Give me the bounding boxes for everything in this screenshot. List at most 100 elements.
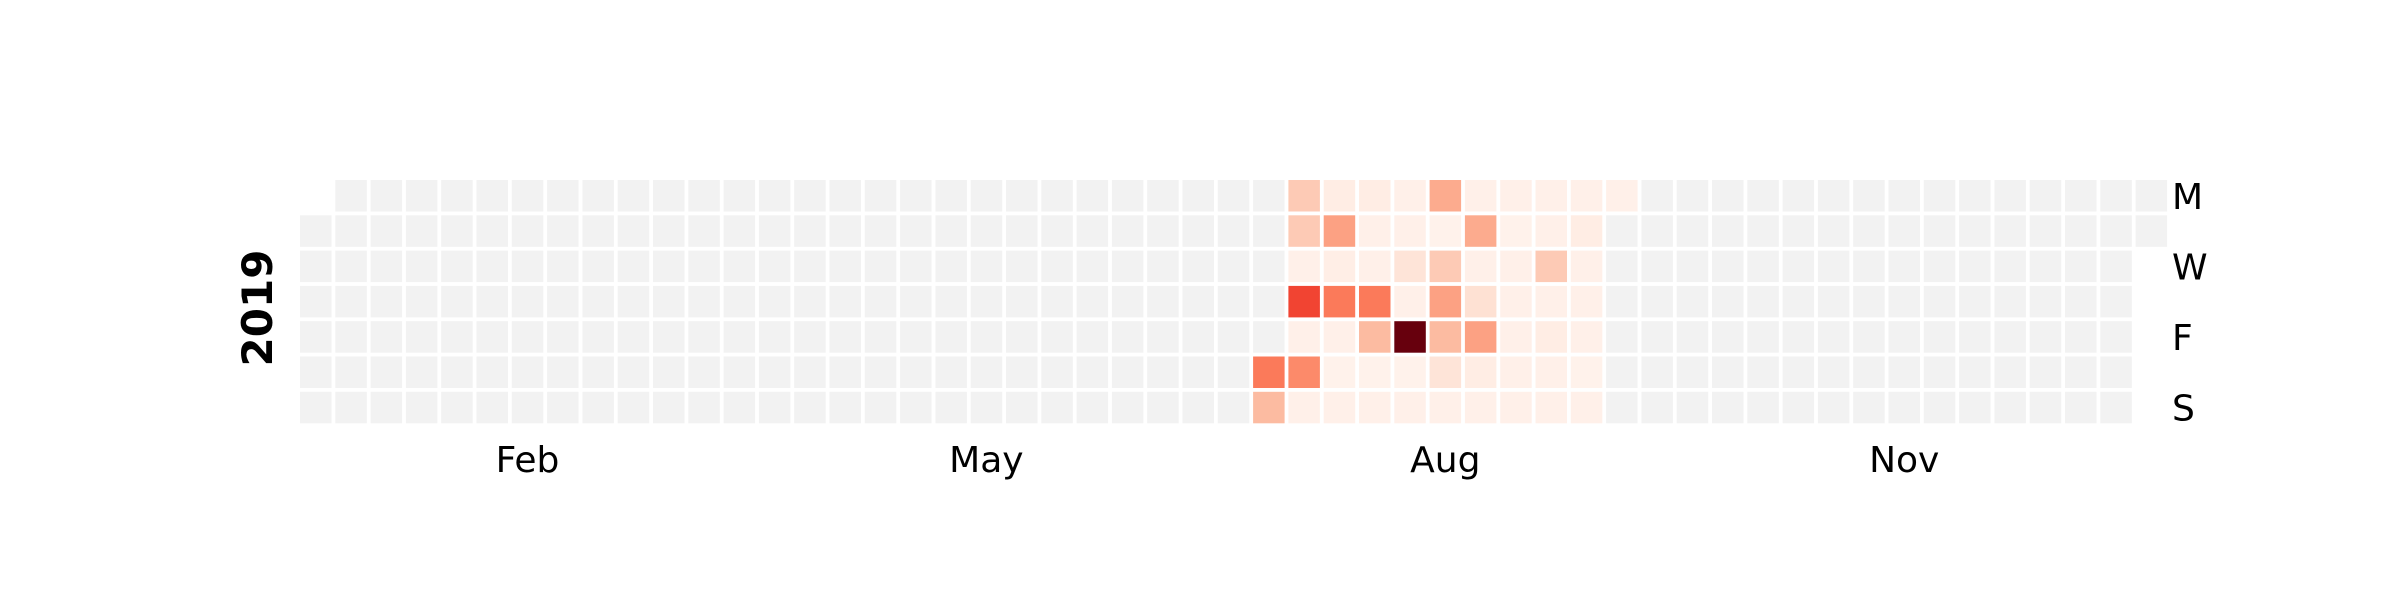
year-label: 2019 xyxy=(233,250,282,367)
heatmap-cell xyxy=(511,215,544,247)
heatmap-cell xyxy=(1535,180,1567,212)
heatmap-cell xyxy=(1923,250,1956,283)
heatmap-cell xyxy=(335,321,367,353)
heatmap-cell xyxy=(2100,356,2132,388)
heatmap-cell xyxy=(1570,391,1603,424)
heatmap-cell xyxy=(829,356,861,388)
heatmap-cell xyxy=(1253,391,1285,424)
heatmap-cell xyxy=(582,285,614,318)
heatmap-cell xyxy=(1041,180,1073,212)
heatmap-cell xyxy=(1676,356,1709,388)
heatmap-cell xyxy=(1853,321,1885,353)
heatmap-cell xyxy=(617,285,650,318)
heatmap-cell xyxy=(582,250,614,283)
heatmap-cell xyxy=(617,356,650,388)
heatmap-cell xyxy=(970,391,1003,424)
heatmap-cell xyxy=(1747,250,1779,283)
heatmap-cell xyxy=(511,250,544,283)
heatmap-cell xyxy=(335,285,367,318)
heatmap-cell xyxy=(1394,391,1426,424)
heatmap-cell xyxy=(1923,180,1956,212)
heatmap-cell xyxy=(1253,215,1285,247)
heatmap-cell xyxy=(829,215,861,247)
heatmap-cell xyxy=(935,321,967,353)
heatmap-cell xyxy=(900,391,932,424)
heatmap-cell xyxy=(1747,356,1779,388)
heatmap-cell xyxy=(1006,391,1038,424)
heatmap-cell xyxy=(864,285,897,318)
heatmap-cell xyxy=(1464,215,1497,247)
heatmap-cell xyxy=(1288,321,1320,353)
heatmap-cell xyxy=(1606,285,1638,318)
heatmap-cell xyxy=(1641,250,1673,283)
heatmap-cell xyxy=(405,356,438,388)
heatmap-cell xyxy=(582,180,614,212)
heatmap-cell xyxy=(1959,180,1991,212)
heatmap-cell xyxy=(723,321,756,353)
heatmap-cell xyxy=(370,180,403,212)
heatmap-cell xyxy=(370,391,403,424)
heatmap-cell xyxy=(2135,215,2168,247)
heatmap-cell xyxy=(1147,285,1179,318)
heatmap-cell xyxy=(688,356,720,388)
heatmap-cell xyxy=(1817,250,1850,283)
heatmap-cell xyxy=(1288,285,1320,318)
heatmap-cell xyxy=(829,250,861,283)
heatmap-cell xyxy=(970,180,1003,212)
heatmap-cell xyxy=(1782,391,1815,424)
heatmap-cell xyxy=(1041,215,1073,247)
heatmap-cell xyxy=(1535,215,1567,247)
heatmap-cell xyxy=(758,215,791,247)
heatmap-cell xyxy=(1641,285,1673,318)
heatmap-cell xyxy=(758,356,791,388)
heatmap-cell xyxy=(2029,321,2062,353)
weekday-label: F xyxy=(2172,318,2193,359)
heatmap-cell xyxy=(2100,285,2132,318)
heatmap-cell xyxy=(1429,250,1462,283)
heatmap-cell xyxy=(723,215,756,247)
weekday-label: M xyxy=(2172,177,2203,218)
heatmap-cell xyxy=(476,391,508,424)
heatmap-cell xyxy=(300,321,332,353)
heatmap-cell xyxy=(2065,250,2097,283)
heatmap-cell xyxy=(1923,321,1956,353)
heatmap-cell xyxy=(1111,250,1144,283)
heatmap-cell xyxy=(864,321,897,353)
heatmap-cell xyxy=(617,391,650,424)
heatmap-cell xyxy=(1747,391,1779,424)
heatmap-cell xyxy=(653,180,685,212)
heatmap-cell xyxy=(1923,215,1956,247)
month-labels: Feb May Aug Nov xyxy=(496,440,1940,481)
heatmap-cell xyxy=(1817,285,1850,318)
heatmap-cell xyxy=(1676,391,1709,424)
heatmap-cell xyxy=(1959,321,1991,353)
heatmap-cell xyxy=(1182,356,1214,388)
heatmap-cell xyxy=(1076,250,1109,283)
heatmap-cell xyxy=(1323,391,1356,424)
heatmap-cell xyxy=(1959,356,1991,388)
heatmap-cell xyxy=(1888,285,1920,318)
heatmap-cell xyxy=(1429,215,1462,247)
heatmap-cell xyxy=(1288,250,1320,283)
heatmap-cell xyxy=(1500,356,1532,388)
heatmap-cell xyxy=(1500,250,1532,283)
heatmap-cell xyxy=(688,250,720,283)
heatmap-cell xyxy=(1464,285,1497,318)
heatmap-cell xyxy=(582,321,614,353)
heatmap-cell xyxy=(723,285,756,318)
heatmap-cell xyxy=(476,285,508,318)
heatmap-cell xyxy=(653,250,685,283)
heatmap-cell xyxy=(2065,215,2097,247)
heatmap-cell xyxy=(1500,180,1532,212)
heatmap-cell xyxy=(1535,391,1567,424)
heatmap-cell xyxy=(970,321,1003,353)
heatmap-cell xyxy=(1994,321,2026,353)
heatmap-cell xyxy=(1429,180,1462,212)
heatmap-cell xyxy=(441,215,473,247)
heatmap-cell xyxy=(1323,285,1356,318)
heatmap-cell xyxy=(300,285,332,318)
heatmap-cell xyxy=(300,250,332,283)
heatmap-cell xyxy=(1923,356,1956,388)
heatmap-cell xyxy=(1147,180,1179,212)
